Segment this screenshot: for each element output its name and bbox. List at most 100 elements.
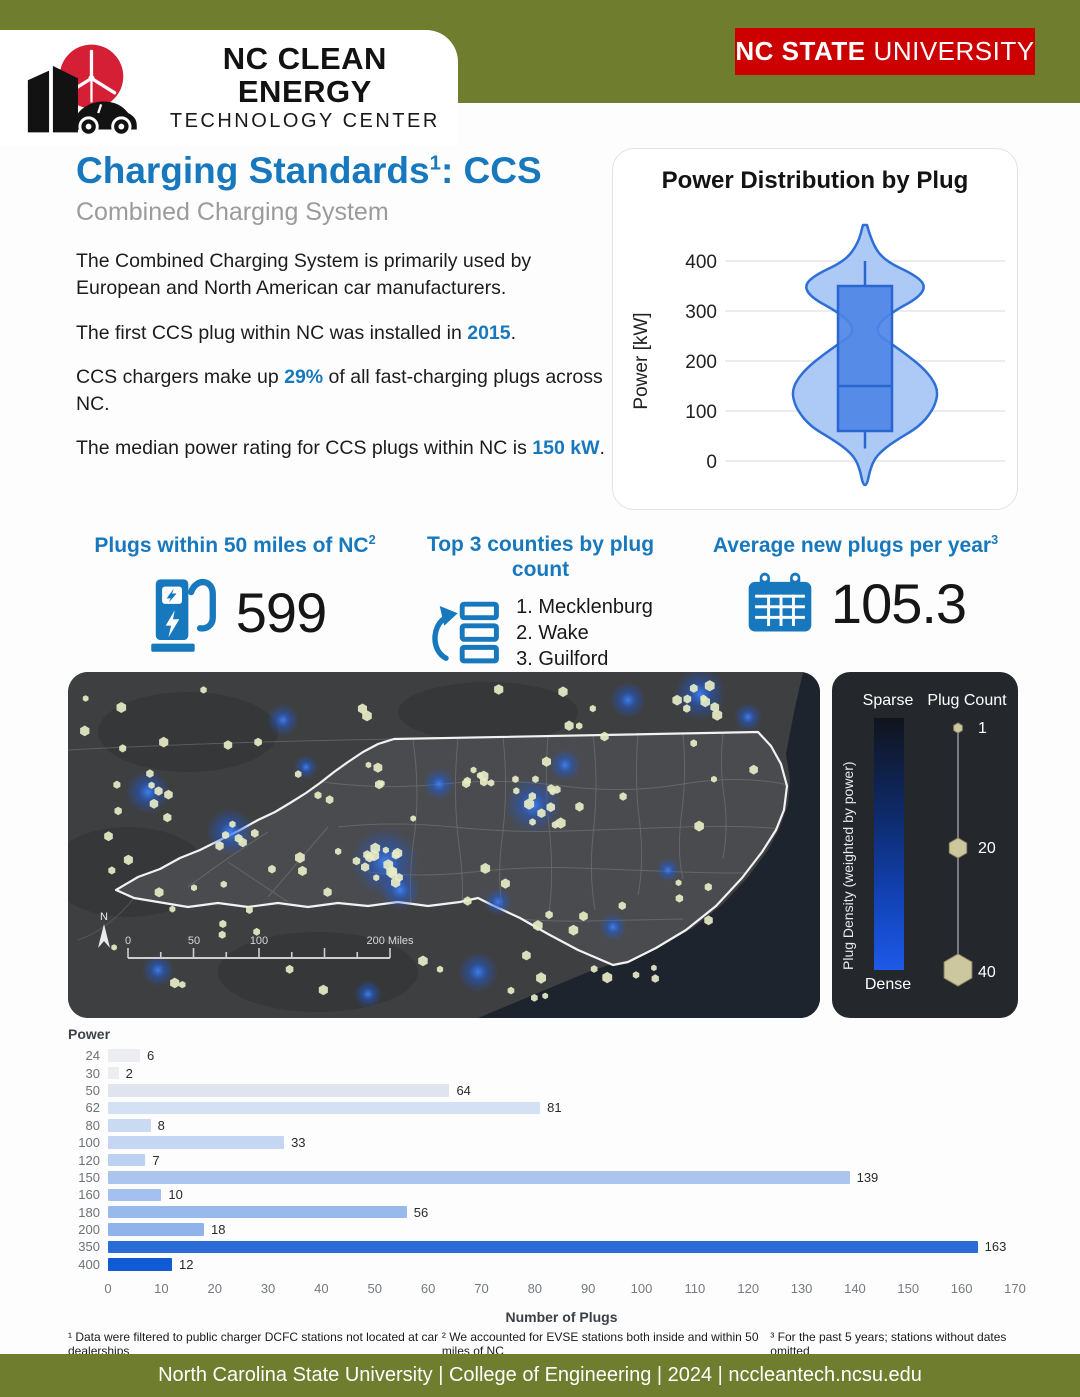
- plug-dot: [386, 866, 396, 878]
- plug-dot: [234, 833, 243, 843]
- x-axis-tick: 70: [474, 1281, 489, 1297]
- bar-value-label: 8: [157, 1117, 165, 1133]
- bar-row: 30 2: [60, 1064, 1015, 1081]
- x-axis-tick: 10: [154, 1281, 169, 1297]
- bar-track: 12: [108, 1257, 1015, 1272]
- plug-dot: [223, 740, 233, 750]
- plug-dot: [123, 854, 133, 866]
- plug-dot: [357, 703, 367, 714]
- bar-track: 7: [108, 1153, 1015, 1168]
- plug-dot: [522, 950, 531, 961]
- plug-dot: [683, 704, 691, 713]
- violin-ylabel: Power [kW]: [631, 312, 652, 409]
- plug-dot: [589, 704, 596, 713]
- bar-category-label: 30: [85, 1065, 100, 1081]
- plug-dot: [410, 815, 416, 822]
- intro-paragraphs: The Combined Charging System is primaril…: [76, 248, 621, 480]
- plug-dot: [651, 974, 659, 983]
- bar-value-label: 7: [152, 1152, 160, 1168]
- footer-text: North Carolina State University | Colleg…: [158, 1364, 922, 1386]
- plug-count-hex-marker: [948, 837, 968, 859]
- plug-dot: [436, 965, 444, 973]
- plug-dot: [568, 924, 579, 936]
- plug-dot: [672, 694, 682, 706]
- plug-dot: [555, 817, 566, 829]
- stat-plugs-within-50-miles: Plugs within 50 miles of NC2 599: [75, 533, 395, 654]
- plug-dot: [513, 787, 520, 795]
- plug-dot: [689, 683, 698, 693]
- plug-dot: [229, 820, 236, 828]
- intro-p4: The median power rating for CCS plugs wi…: [76, 437, 605, 460]
- plug-dot: [169, 905, 176, 913]
- plug-dot: [694, 820, 704, 832]
- svg-text:N: N: [100, 911, 108, 923]
- plug-dot: [532, 775, 539, 783]
- plug-dot: [711, 775, 717, 783]
- violin-ytick: 0: [706, 452, 717, 473]
- badge-bold-text: NC STATE: [735, 36, 866, 66]
- plug-dot: [480, 777, 488, 787]
- bar-track: 56: [108, 1205, 1015, 1220]
- plug-dot: [418, 955, 428, 967]
- bar-row: 62 81: [60, 1099, 1015, 1116]
- page-title: Charging Standards1: CCS: [76, 150, 542, 191]
- plug-dot: [558, 686, 568, 698]
- plug-dot: [675, 894, 684, 903]
- nc-clean-energy-logo-icon: [27, 44, 137, 136]
- plug-dot: [501, 878, 510, 889]
- x-axis-tick: 130: [790, 1281, 813, 1297]
- plug-dot: [704, 915, 713, 926]
- bar: [108, 1258, 173, 1271]
- county-rank-2: 2. Wake: [516, 622, 589, 644]
- plug-dot: [619, 792, 627, 801]
- violin-ytick: 100: [685, 402, 717, 423]
- plug-dot: [154, 786, 163, 796]
- bar-track: 2: [108, 1066, 1015, 1081]
- plug-dot: [285, 964, 294, 974]
- logo-tagline: TECHNOLOGY CENTER: [169, 110, 440, 133]
- highlight-150kw: 150 kW: [532, 437, 600, 460]
- plug-dot: [108, 866, 116, 875]
- plug-dot: [220, 880, 227, 888]
- plug-count-hex-marker: [953, 722, 963, 734]
- x-axis-tick: 110: [684, 1281, 706, 1297]
- bar-category-label: 80: [85, 1117, 100, 1133]
- bar-value-label: 2: [125, 1065, 133, 1081]
- bar: [108, 1101, 541, 1115]
- bar-chart-x-label: Number of Plugs: [505, 1309, 618, 1326]
- stat-value-105-3: 105.3: [830, 571, 967, 635]
- plug-dot: [170, 977, 180, 989]
- map-legend: Sparse Plug Density (weighted by power) …: [832, 672, 1018, 1018]
- x-axis-tick: 170: [1004, 1281, 1026, 1297]
- nc-state-university-badge: NC STATE UNIVERSITY: [735, 28, 1035, 75]
- plug-dot: [632, 971, 640, 979]
- legend-sparse-label: Sparse: [862, 692, 914, 709]
- bar-value-label: 163: [984, 1239, 1007, 1255]
- plug-dot: [159, 736, 169, 748]
- county-rank-3: 3. Guilford: [516, 648, 609, 670]
- density-gradient-bar: [874, 718, 904, 970]
- plug-dot: [373, 762, 383, 773]
- plug-dot: [651, 964, 657, 972]
- bar-value-label: 12: [179, 1256, 194, 1272]
- violin-ytick: 300: [685, 302, 717, 323]
- plug-dot: [553, 785, 561, 794]
- plug-dot: [675, 879, 682, 887]
- bar-chart-y-title: Power: [68, 1026, 111, 1042]
- plug-dot: [318, 984, 328, 996]
- bar-track: 33: [108, 1135, 1015, 1150]
- plug-dot: [537, 808, 546, 818]
- violin-plot-title: Power Distribution by Plug: [661, 167, 969, 194]
- violin-plot: 400 300 200 100 0 Power [kW]: [631, 223, 1005, 487]
- logo-name: NC CLEAN ENERGY: [222, 40, 387, 109]
- bar: [108, 1119, 151, 1132]
- plug-dot: [391, 877, 401, 888]
- bar: [108, 1066, 119, 1080]
- plug-dot: [179, 981, 186, 989]
- bar-value-label: 18: [211, 1222, 226, 1238]
- plug-count-hex-marker: [943, 953, 973, 987]
- x-axis-tick: 80: [527, 1281, 543, 1297]
- building-icon: [52, 65, 78, 133]
- plug-dot: [164, 789, 173, 800]
- bar: [108, 1136, 285, 1149]
